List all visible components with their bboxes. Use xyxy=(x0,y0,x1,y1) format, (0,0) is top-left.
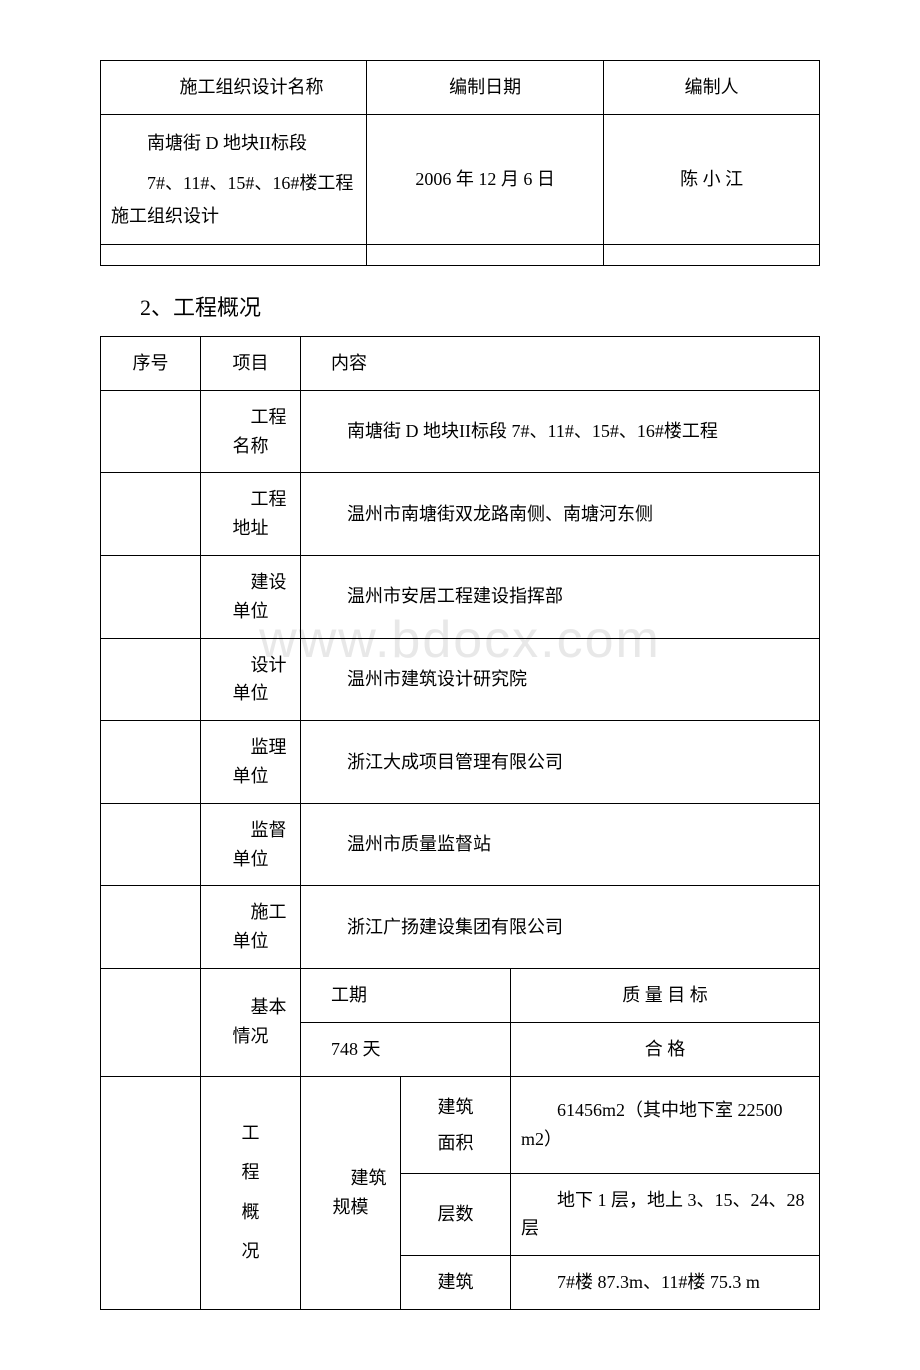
table1-empty-row xyxy=(101,244,820,265)
table-row: 施工单位 浙江广扬建设集团有限公司 xyxy=(101,886,820,969)
table1-author-value: 陈 小 江 xyxy=(604,114,820,244)
seq-cell xyxy=(101,1076,201,1309)
table2-header-row: 序号 项目 内容 xyxy=(101,336,820,390)
overview-char2: 程 xyxy=(211,1153,290,1193)
empty-cell xyxy=(367,244,604,265)
item-cell: 监督单位 xyxy=(201,803,301,886)
design-info-table: 施工组织设计名称 编制日期 编制人 南塘街 D 地块II标段 7#、11#、15… xyxy=(100,60,820,266)
content-cell: 浙江大成项目管理有限公司 xyxy=(301,721,820,804)
content-cell: 温州市建筑设计研究院 xyxy=(301,638,820,721)
project-overview-table: 序号 项目 内容 工程名称 南塘街 D 地块II标段 7#、11#、15#、16… xyxy=(100,336,820,1310)
building-value-cell: 7#楼 87.3m、11#楼 75.3 m xyxy=(511,1256,820,1310)
table2-header-content: 内容 xyxy=(301,336,820,390)
area-label1: 建筑 xyxy=(411,1089,500,1125)
table2-header-seq: 序号 xyxy=(101,336,201,390)
seq-cell xyxy=(101,555,201,638)
content-cell: 温州市质量监督站 xyxy=(301,803,820,886)
table2-header-item: 项目 xyxy=(201,336,301,390)
content-cell: 南塘街 D 地块II标段 7#、11#、15#、16#楼工程 xyxy=(301,390,820,473)
quality-value-cell: 合 格 xyxy=(511,1022,820,1076)
quality-label-cell: 质 量 目 标 xyxy=(511,968,820,1022)
empty-cell xyxy=(604,244,820,265)
scale-label-cell: 建筑规模 xyxy=(301,1076,401,1309)
seq-cell xyxy=(101,886,201,969)
table-row: 监督单位 温州市质量监督站 xyxy=(101,803,820,886)
content-cell: 温州市安居工程建设指挥部 xyxy=(301,555,820,638)
table-row: 设计单位 温州市建筑设计研究院 xyxy=(101,638,820,721)
item-cell: 工程名称 xyxy=(201,390,301,473)
floors-label-cell: 层数 xyxy=(401,1173,511,1256)
design-name-line2: 7#、11#、15#、16#楼工程施工组织设计 xyxy=(111,167,356,232)
table1-design-name: 南塘街 D 地块II标段 7#、11#、15#、16#楼工程施工组织设计 xyxy=(101,114,367,244)
table1-header-name: 施工组织设计名称 xyxy=(101,61,367,115)
area-value-cell: 61456m2（其中地下室 22500 m2） xyxy=(511,1076,820,1173)
overview-label-cell: 工 程 概 况 xyxy=(201,1076,301,1309)
table1-header-row: 施工组织设计名称 编制日期 编制人 xyxy=(101,61,820,115)
seq-cell xyxy=(101,803,201,886)
content-cell: 浙江广扬建设集团有限公司 xyxy=(301,886,820,969)
table1-data-row: 南塘街 D 地块II标段 7#、11#、15#、16#楼工程施工组织设计 200… xyxy=(101,114,820,244)
section-title: 2、工程概况 xyxy=(140,290,820,322)
table1-date-value: 2006 年 12 月 6 日 xyxy=(367,114,604,244)
table-row-overview1: 工 程 概 况 建筑规模 建筑 面积 61456m2（其中地下室 22500 m… xyxy=(101,1076,820,1173)
overview-char4: 况 xyxy=(211,1232,290,1272)
table-row: 工程地址 温州市南塘街双龙路南侧、南塘河东侧 xyxy=(101,473,820,556)
item-cell: 工程地址 xyxy=(201,473,301,556)
item-cell: 施工单位 xyxy=(201,886,301,969)
seq-cell xyxy=(101,968,201,1076)
overview-char1: 工 xyxy=(211,1114,290,1154)
empty-cell xyxy=(101,244,367,265)
seq-cell xyxy=(101,390,201,473)
table1-header-author: 编制人 xyxy=(604,61,820,115)
item-cell: 建设单位 xyxy=(201,555,301,638)
content-cell: 温州市南塘街双龙路南侧、南塘河东侧 xyxy=(301,473,820,556)
seq-cell xyxy=(101,721,201,804)
table-row: 建设单位 温州市安居工程建设指挥部 xyxy=(101,555,820,638)
seq-cell xyxy=(101,473,201,556)
table-row: 监理单位 浙江大成项目管理有限公司 xyxy=(101,721,820,804)
table-row: 工程名称 南塘街 D 地块II标段 7#、11#、15#、16#楼工程 xyxy=(101,390,820,473)
seq-cell xyxy=(101,638,201,721)
item-cell: 设计单位 xyxy=(201,638,301,721)
duration-label-cell: 工期 xyxy=(301,968,511,1022)
table1-header-date: 编制日期 xyxy=(367,61,604,115)
design-name-line1: 南塘街 D 地块II标段 xyxy=(111,127,356,159)
building-label-cell: 建筑 xyxy=(401,1256,511,1310)
overview-char3: 概 xyxy=(211,1193,290,1233)
basic-label-cell: 基本情况 xyxy=(201,968,301,1076)
area-label2: 面积 xyxy=(411,1125,500,1161)
duration-value-cell: 748 天 xyxy=(301,1022,511,1076)
area-label-cell: 建筑 面积 xyxy=(401,1076,511,1173)
table-row-basic1: 基本情况 工期 质 量 目 标 xyxy=(101,968,820,1022)
floors-value-cell: 地下 1 层，地上 3、15、24、28 层 xyxy=(511,1173,820,1256)
item-cell: 监理单位 xyxy=(201,721,301,804)
